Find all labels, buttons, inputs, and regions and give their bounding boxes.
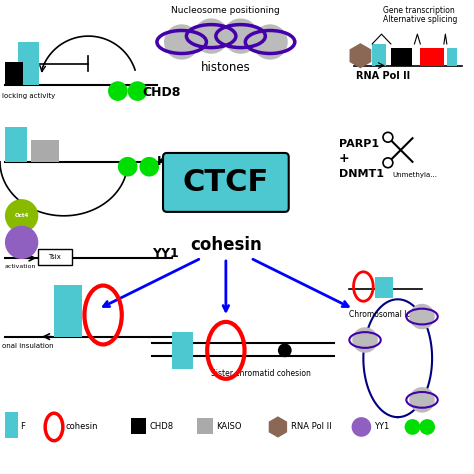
Bar [197,418,213,434]
Circle shape [352,417,371,437]
Circle shape [5,199,38,233]
Circle shape [383,158,393,168]
Text: CTCF: CTCF [183,168,269,197]
FancyBboxPatch shape [163,153,289,212]
Text: CHD8: CHD8 [142,86,181,99]
Circle shape [278,344,292,357]
Bar [375,277,393,298]
Text: YY1: YY1 [152,247,179,260]
Text: RNA Pol II: RNA Pol II [356,71,410,82]
Text: activation: activation [5,264,36,269]
Circle shape [118,157,137,176]
Circle shape [164,24,200,60]
Text: Nucleosome positioning: Nucleosome positioning [172,6,280,15]
Text: Gene transcription: Gene transcription [383,6,455,15]
Text: Chromosomal looping: Chromosomal looping [348,310,432,319]
Bar [420,48,444,65]
Bar [172,332,193,369]
Bar [372,44,386,65]
Text: KAISO: KAISO [216,422,242,431]
Text: PARP1: PARP1 [339,139,379,149]
Text: RNA Pol II: RNA Pol II [291,422,331,431]
Circle shape [383,132,393,142]
Bar [391,48,412,65]
Text: F: F [21,422,26,431]
Bar [131,418,146,434]
Text: KAISO: KAISO [157,155,201,168]
Text: Tsix: Tsix [48,254,62,260]
Circle shape [5,226,38,259]
Text: Alternative splicing: Alternative splicing [383,15,457,24]
Circle shape [419,419,435,435]
Circle shape [405,419,420,435]
Text: +: + [339,152,349,165]
Text: histones: histones [201,62,251,74]
Circle shape [108,81,128,101]
Bar [5,62,23,85]
Circle shape [252,24,288,60]
Text: locking activity: locking activity [2,93,55,99]
Circle shape [193,18,229,54]
Circle shape [352,327,378,353]
Text: Oct4: Oct4 [14,213,29,219]
Bar [447,48,456,65]
Text: cohesin: cohesin [66,422,98,431]
Circle shape [139,157,159,176]
Text: Unmethyla...: Unmethyla... [393,172,438,178]
Text: YY1: YY1 [374,422,390,431]
Circle shape [409,304,435,329]
Text: DNMT1: DNMT1 [339,169,384,179]
Bar [54,284,82,337]
Text: onal insulation: onal insulation [2,343,54,349]
Circle shape [409,387,435,413]
Bar [5,412,18,438]
Circle shape [223,18,258,54]
Circle shape [128,81,147,101]
Bar [31,140,59,162]
Bar [18,42,39,85]
Text: cohesin: cohesin [190,236,262,254]
Bar [5,128,27,162]
Text: Sister chromatid cohesion: Sister chromatid cohesion [211,369,311,378]
FancyBboxPatch shape [38,249,72,265]
Text: CHD8: CHD8 [149,422,173,431]
